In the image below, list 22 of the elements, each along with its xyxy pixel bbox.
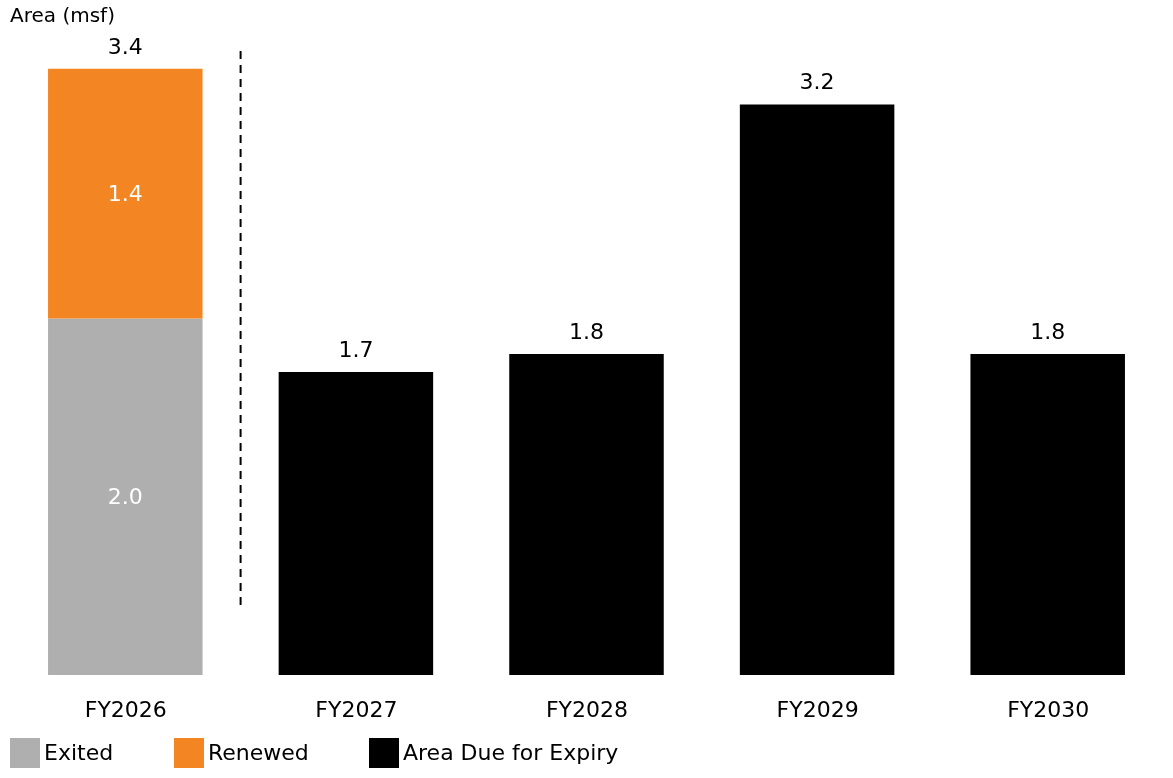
legend-label: Exited	[44, 740, 114, 765]
x-tick-label: FY2028	[545, 696, 629, 722]
bar	[970, 354, 1125, 675]
legend-label: Renewed	[208, 740, 309, 765]
bar	[48, 318, 203, 675]
data-label: 3.2	[799, 69, 835, 95]
x-tick-label: FY2026	[84, 696, 167, 722]
bar	[278, 371, 434, 675]
x-tick-label: FY2027	[315, 696, 398, 722]
data-label: 1.8	[1030, 319, 1066, 345]
data-label: 2.0	[107, 483, 143, 509]
total-label: 3.4	[107, 33, 143, 59]
bar	[739, 104, 895, 675]
y-axis-title: Area (msf)	[10, 2, 115, 27]
bar	[509, 354, 664, 675]
data-label: 1.7	[338, 336, 374, 362]
data-label: 1.8	[569, 319, 604, 345]
legend-label: Area Due for Expiry	[403, 740, 619, 765]
bar	[48, 68, 203, 319]
x-tick-label: FY2029	[776, 696, 859, 722]
data-label: 1.4	[107, 180, 143, 206]
x-tick-label: FY2030	[1007, 696, 1090, 722]
